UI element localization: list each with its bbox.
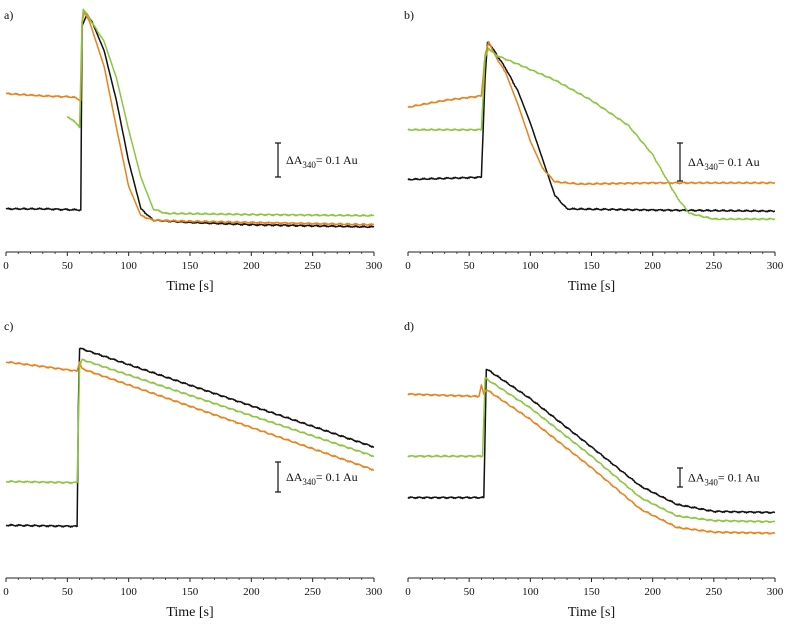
series-line-black bbox=[5, 13, 375, 229]
x-tick-label: 0 bbox=[405, 260, 411, 272]
x-axis-title: Time [s] bbox=[166, 279, 213, 294]
scale-suffix: = 0.1 Au bbox=[316, 153, 358, 167]
series-line-green bbox=[407, 377, 776, 524]
x-tick-label: 250 bbox=[304, 260, 321, 272]
chart-panel-4: d) 0 50 100 150 200 250 300 Time [s] ΔA340= 0.1 A… bbox=[404, 319, 784, 620]
scale-subscript: 340 bbox=[704, 162, 718, 172]
x-axis-title: Time [s] bbox=[166, 605, 213, 620]
x-tick-label: 250 bbox=[706, 586, 723, 598]
series-line-orange bbox=[407, 384, 776, 535]
x-tick-label: 250 bbox=[304, 586, 321, 598]
scale-subscript: 340 bbox=[302, 160, 316, 170]
chart-panel-1: a) 0 50 100 150 200 250 300 Time [s] ΔA340= 0.1 A… bbox=[3, 8, 383, 294]
x-tick-label: 300 bbox=[767, 586, 784, 598]
series-line-black bbox=[5, 347, 375, 528]
x-tick-label: 150 bbox=[583, 260, 600, 272]
scale-bar-label: ΔA340= 0.1 Au bbox=[286, 153, 358, 170]
scale-prefix: ΔA bbox=[688, 471, 705, 485]
x-tick-label: 100 bbox=[120, 586, 137, 598]
series-line-green bbox=[66, 8, 375, 217]
chart-panel-3: c) 0 50 100 150 200 250 300 Time [s] ΔA340= 0.1 A… bbox=[3, 319, 383, 620]
scale-subscript: 340 bbox=[302, 477, 316, 487]
x-tick-label: 100 bbox=[120, 260, 137, 272]
scale-bar-label: ΔA340= 0.1 Au bbox=[286, 470, 358, 487]
series-line-orange bbox=[5, 11, 375, 226]
x-tick-label: 150 bbox=[583, 586, 600, 598]
x-tick-label: 50 bbox=[62, 586, 74, 598]
x-tick-label: 50 bbox=[464, 260, 476, 272]
x-tick-label: 150 bbox=[182, 586, 199, 598]
scale-bar: ΔA340= 0.1 Au bbox=[275, 461, 358, 493]
x-tick-label: 250 bbox=[706, 260, 723, 272]
scale-prefix: ΔA bbox=[286, 470, 303, 484]
scale-suffix: = 0.1 Au bbox=[718, 471, 760, 485]
panel-label: a) bbox=[4, 8, 13, 22]
x-tick-label: 200 bbox=[644, 586, 661, 598]
x-tick-label: 300 bbox=[767, 260, 784, 272]
series-line-green bbox=[5, 358, 375, 485]
x-tick-label: 300 bbox=[366, 586, 383, 598]
panel-label: c) bbox=[4, 319, 13, 333]
x-tick-label: 100 bbox=[522, 586, 539, 598]
x-tick-label: 0 bbox=[3, 586, 9, 598]
x-tick-label: 200 bbox=[243, 260, 260, 272]
x-tick-label: 200 bbox=[243, 586, 260, 598]
x-axis-title: Time [s] bbox=[568, 279, 615, 294]
series-line-black bbox=[407, 41, 776, 213]
x-tick-label: 200 bbox=[644, 260, 661, 272]
scale-bar: ΔA340= 0.1 Au bbox=[677, 467, 760, 488]
scale-bar-label: ΔA340= 0.1 Au bbox=[688, 155, 760, 172]
chart-panel-2: b) 0 50 100 150 200 250 300 Time [s] ΔA340= 0.1 A… bbox=[404, 8, 784, 294]
x-tick-label: 50 bbox=[464, 586, 476, 598]
scale-bar: ΔA340= 0.1 Au bbox=[677, 142, 760, 182]
x-tick-label: 0 bbox=[3, 260, 9, 272]
x-tick-label: 300 bbox=[366, 260, 383, 272]
series-line-black bbox=[407, 368, 776, 515]
series-line-green bbox=[407, 47, 776, 221]
scale-subscript: 340 bbox=[704, 478, 718, 488]
x-axis-title: Time [s] bbox=[568, 605, 615, 620]
panel-label: d) bbox=[404, 319, 414, 333]
series-line-orange bbox=[5, 360, 375, 471]
series-line-orange bbox=[407, 40, 776, 186]
x-tick-label: 0 bbox=[405, 586, 411, 598]
scale-bar: ΔA340= 0.1 Au bbox=[275, 142, 358, 178]
scale-bar-label: ΔA340= 0.1 Au bbox=[688, 471, 760, 488]
scale-prefix: ΔA bbox=[688, 155, 705, 169]
panel-label: b) bbox=[404, 8, 414, 22]
scale-prefix: ΔA bbox=[286, 153, 303, 167]
scale-suffix: = 0.1 Au bbox=[718, 155, 760, 169]
scale-suffix: = 0.1 Au bbox=[316, 470, 358, 484]
x-tick-label: 50 bbox=[62, 260, 74, 272]
x-tick-label: 100 bbox=[522, 260, 539, 272]
x-tick-label: 150 bbox=[182, 260, 199, 272]
